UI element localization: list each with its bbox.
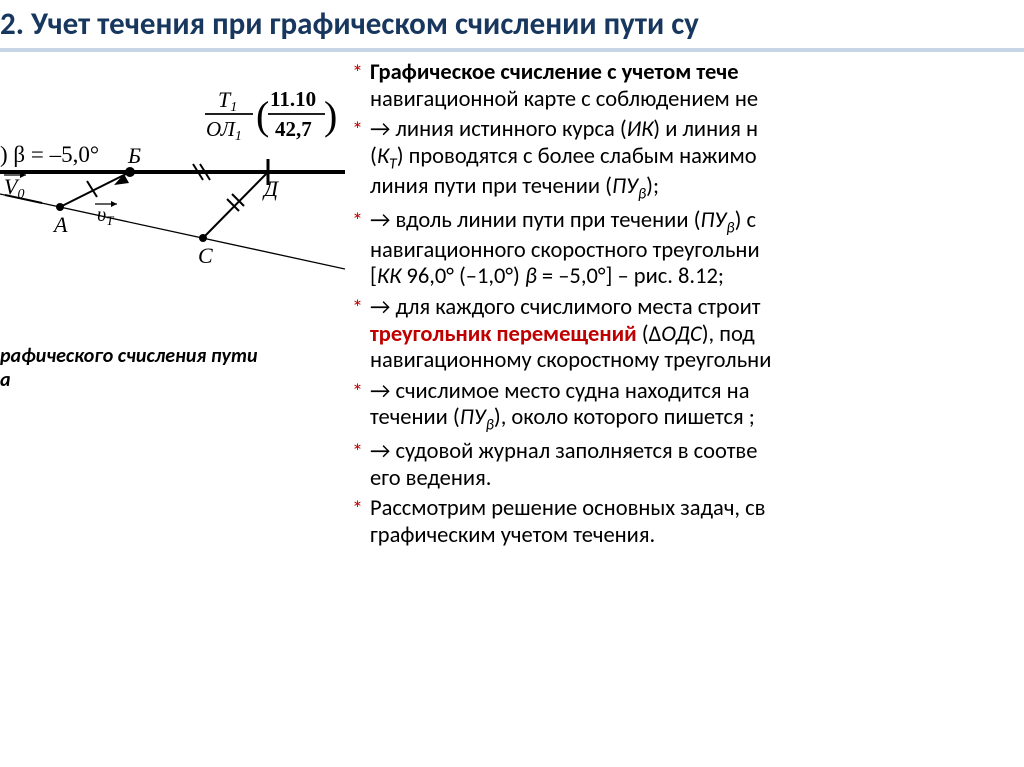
bullet-text: Графическое счисление с учетом теченавиг… [370, 60, 758, 113]
diagram-svg: ) β = –5,0° V0 υT А Б С Д T1 ОЛ1 [0, 74, 345, 293]
bullet-item: * → вдоль линии пути при течении (ПУβ) сн… [352, 208, 1024, 291]
svg-text:T1: T1 [218, 87, 237, 115]
body-text: * Графическое счисление с учетом теченави… [352, 60, 1024, 553]
title-rule [0, 48, 1024, 52]
bullet-star: * [352, 295, 363, 320]
svg-text:11.10: 11.10 [270, 87, 316, 111]
bullet-star: * [352, 117, 363, 142]
bullet-star: * [352, 208, 363, 233]
bullet-text: → судовой журнал заполняется в соотвеего… [370, 438, 757, 492]
bullet-star: * [352, 439, 363, 464]
svg-text:ОЛ1: ОЛ1 [206, 117, 242, 144]
label-b: Б [127, 143, 141, 168]
svg-text:): ) [324, 93, 337, 138]
label-a: А [52, 212, 68, 237]
bullet-item: * Графическое счисление с учетом теченави… [352, 60, 1024, 113]
bullet-star: * [352, 60, 363, 85]
svg-text:V0: V0 [4, 174, 24, 202]
bullet-item: * → для каждого счислимого места строиттр… [352, 295, 1024, 375]
beta-label: ) β = –5,0° [0, 142, 99, 167]
bullet-item: * → счислимое место судна находится натеч… [352, 379, 1024, 436]
bullet-text: → линия истинного курса (ИК) и линия н(К… [370, 116, 758, 200]
paren-label: ( 11.10 42,7 ) [256, 87, 337, 141]
bullet-star: * [352, 496, 363, 521]
bullet-text: Рассмотрим решение основных задач, свгра… [370, 495, 765, 549]
bullet-star: * [352, 379, 363, 404]
bullet-item: * → линия истинного курса (ИК) и линия н(… [352, 117, 1024, 204]
bullet-text: → вдоль линии пути при течении (ПУβ) сна… [370, 207, 760, 291]
figure: ) β = –5,0° V0 υT А Б С Д T1 ОЛ1 [0, 74, 345, 293]
svg-text:42,7: 42,7 [275, 117, 312, 141]
vt-label: υT [95, 201, 117, 228]
bullet-text: → для каждого счислимого места строиттре… [370, 294, 771, 374]
bullet-text: → счислимое место судна находится натече… [370, 378, 755, 432]
v0-label: V0 [4, 172, 26, 202]
slide: 2. Учет течения при графическом счислени… [0, 0, 1024, 767]
fraction-label: T1 ОЛ1 [205, 87, 253, 144]
svg-text:υT: υT [97, 204, 114, 228]
bullet-item: * Рассмотрим решение основных задач, свгр… [352, 496, 1024, 549]
svg-text:(: ( [256, 93, 269, 138]
slide-title: 2. Учет течения при графическом счислени… [0, 5, 1024, 43]
bullet-item: * → судовой журнал заполняется в соотвеег… [352, 439, 1024, 492]
label-c: С [198, 243, 213, 268]
figure-caption: рафического счисления пути а [0, 344, 315, 392]
label-d: Д [262, 176, 279, 201]
